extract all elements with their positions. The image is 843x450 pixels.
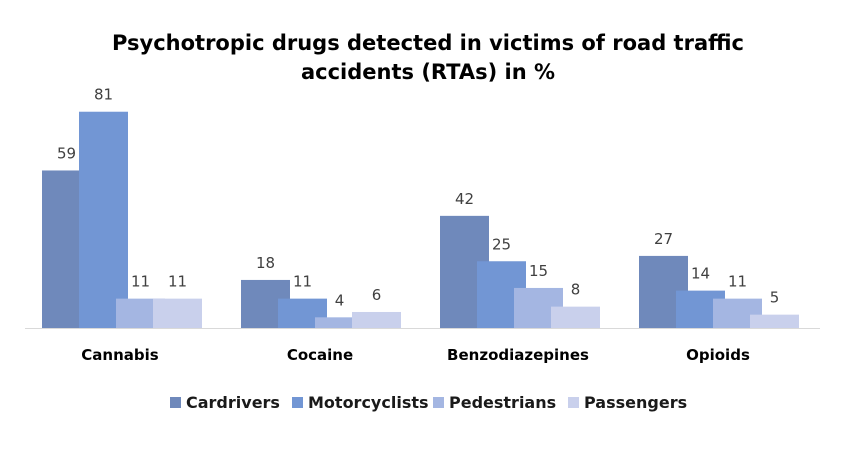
value-label-opioids-cardrivers: 27: [654, 230, 673, 248]
legend-swatch-passengers: [568, 397, 579, 408]
chart-title-line-1: Psychotropic drugs detected in victims o…: [112, 31, 744, 55]
value-label-opioids-passengers: 5: [770, 289, 780, 307]
value-label-benzodiazepines-pedestrians: 15: [529, 262, 548, 280]
category-label-benzodiazepines: Benzodiazepines: [447, 346, 589, 364]
value-label-cocaine-motorcyclists: 11: [293, 273, 312, 291]
value-label-cannabis-cardrivers: 59: [57, 144, 76, 162]
bar-cocaine-passengers: [352, 311, 401, 328]
legend-item-pedestrians: Pedestrians: [433, 393, 556, 412]
bar-opioids-passengers: [750, 314, 799, 328]
value-label-cannabis-pedestrians: 11: [131, 273, 150, 291]
value-label-benzodiazepines-motorcyclists: 25: [492, 235, 511, 253]
value-label-cocaine-cardrivers: 18: [256, 254, 275, 272]
chart-title-line-2: accidents (RTAs) in %: [301, 60, 555, 84]
bar-benzodiazepines-passengers: [551, 306, 600, 328]
bar-cannabis-motorcyclists: [79, 111, 128, 328]
value-label-cocaine-passengers: 6: [372, 286, 382, 304]
value-label-opioids-pedestrians: 11: [728, 273, 747, 291]
legend-label-pedestrians: Pedestrians: [449, 393, 556, 412]
legend-swatch-motorcyclists: [292, 397, 303, 408]
chart-title: Psychotropic drugs detected in victims o…: [112, 31, 744, 84]
value-label-cocaine-pedestrians: 4: [335, 291, 345, 309]
legend: Cardrivers Motorcyclists Pedestrians Passen…: [170, 393, 687, 412]
category-label-cannabis: Cannabis: [81, 346, 158, 364]
legend-label-passengers: Passengers: [584, 393, 687, 412]
legend-swatch-pedestrians: [433, 397, 444, 408]
value-label-benzodiazepines-passengers: 8: [571, 281, 581, 299]
legend-item-motorcyclists: Motorcyclists: [292, 393, 429, 412]
category-label-opioids: Opioids: [686, 346, 750, 364]
value-label-benzodiazepines-cardrivers: 42: [455, 190, 474, 208]
bar-cocaine-pedestrians: [315, 317, 364, 328]
value-label-opioids-motorcyclists: 14: [691, 265, 710, 283]
legend-label-motorcyclists: Motorcyclists: [308, 393, 429, 412]
value-labels-layer: 59 81 11 11 18 11 4 6 42 25 15 8 27 14 11 5: [57, 86, 779, 310]
category-labels-layer: Cannabis Cocaine Benzodiazepines Opioids: [81, 346, 750, 364]
bars-layer: [42, 111, 799, 328]
legend-label-cardrivers: Cardrivers: [186, 393, 280, 412]
legend-item-passengers: Passengers: [568, 393, 687, 412]
bar-cannabis-passengers: [153, 298, 202, 328]
value-label-cannabis-passengers: 11: [168, 273, 187, 291]
legend-item-cardrivers: Cardrivers: [170, 393, 280, 412]
category-label-cocaine: Cocaine: [287, 346, 353, 364]
value-label-cannabis-motorcyclists: 81: [94, 86, 113, 104]
legend-swatch-cardrivers: [170, 397, 181, 408]
